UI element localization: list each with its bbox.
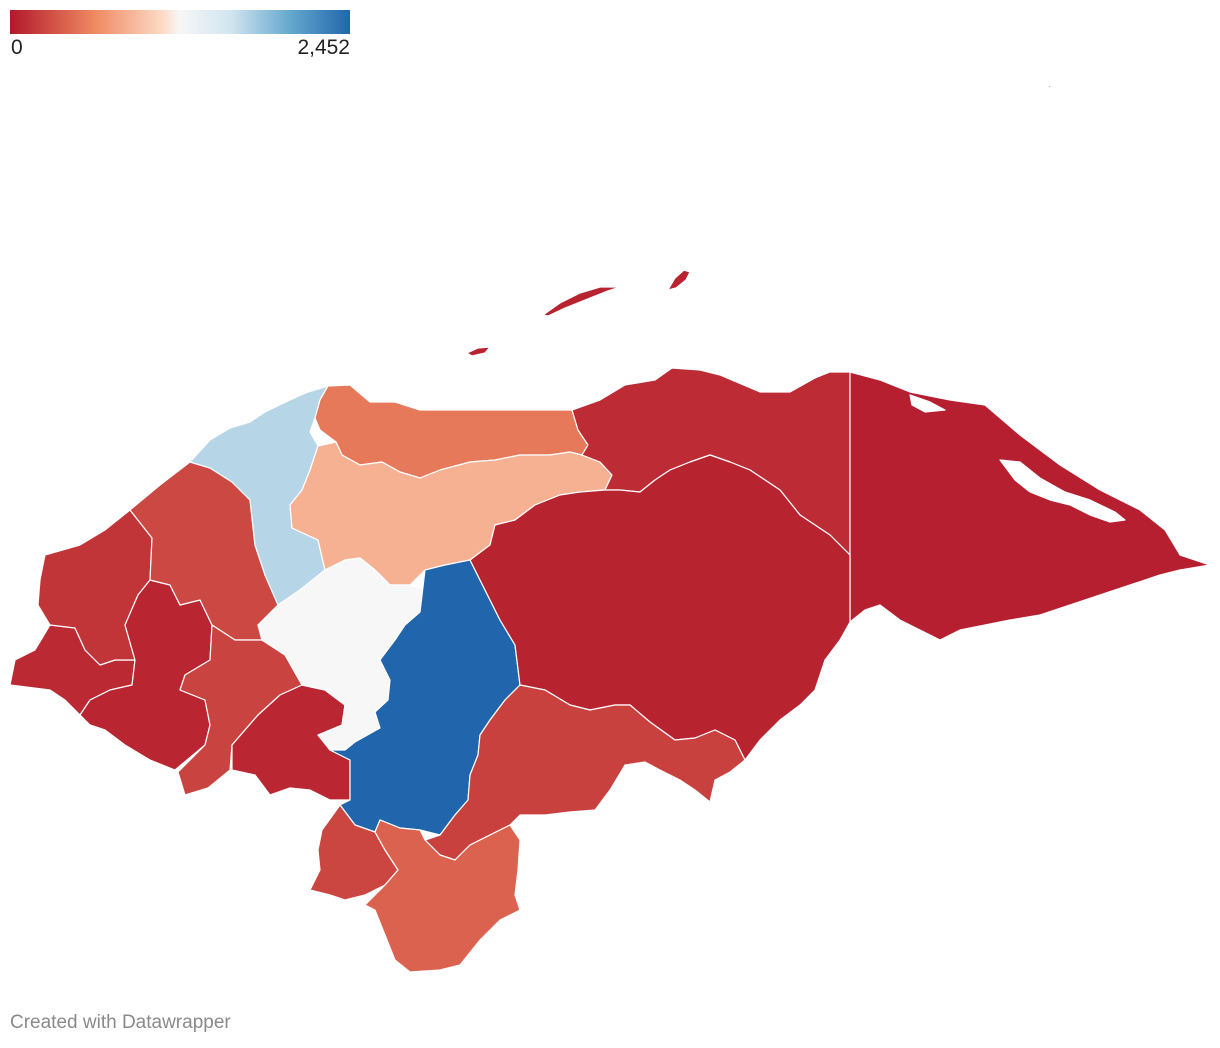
legend-max-label: 2,452 — [297, 36, 350, 59]
credit-text: Created with Datawrapper — [10, 1012, 231, 1033]
region-islas-de-la-bahia-swan[interactable] — [1045, 85, 1053, 89]
region-choluteca[interactable] — [364, 819, 521, 973]
region-islas-de-la-bahia-utila[interactable] — [466, 346, 491, 357]
region-islas-de-la-bahia-guanaja[interactable] — [667, 269, 691, 291]
legend-gradient-bar — [10, 10, 350, 34]
color-legend: 0 2,452 — [10, 10, 350, 60]
region-islas-de-la-bahia-roatan[interactable] — [542, 286, 621, 317]
region-gracias-a-dios[interactable] — [849, 371, 1211, 641]
region-el-paraiso[interactable] — [424, 684, 746, 861]
legend-min-label: 0 — [11, 36, 23, 59]
